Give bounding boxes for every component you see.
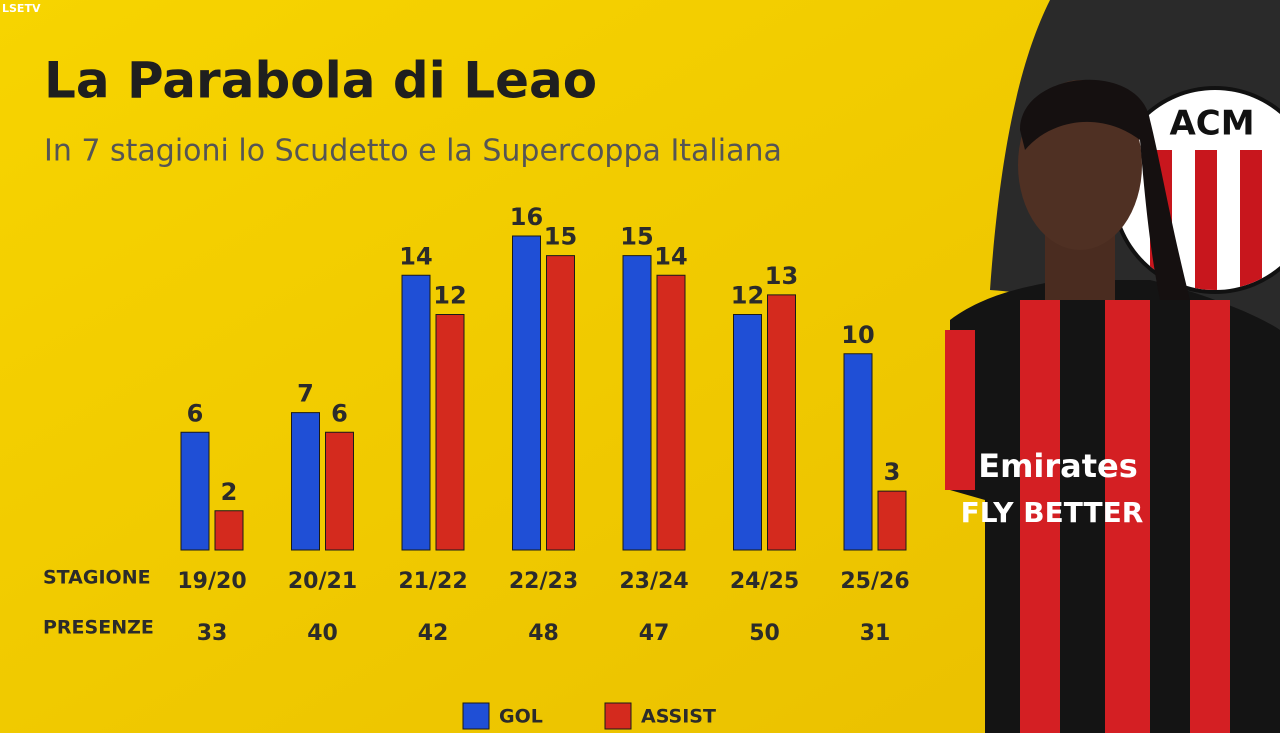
value-label: 2	[221, 478, 238, 506]
bar	[325, 431, 354, 551]
x-tick-label: 23/24	[619, 569, 688, 594]
bar	[622, 255, 652, 551]
value-label: 13	[765, 262, 798, 290]
value-label: 15	[620, 223, 653, 251]
bar	[733, 314, 762, 551]
x-tick-label: 25/26	[840, 569, 909, 594]
bar	[877, 490, 907, 551]
x-tick-label: 20/21	[288, 569, 357, 594]
x-tick-label: 24/25	[730, 569, 799, 594]
chart-subtitle: In 7 stagioni lo Scudetto e la Supercopp…	[44, 134, 782, 169]
value-label: 7	[297, 380, 314, 408]
slogan: FLY BETTER	[961, 496, 1144, 529]
bar	[214, 510, 244, 551]
appearances-value: 40	[307, 621, 338, 646]
x-tick-label: 22/23	[509, 569, 578, 594]
category-row-label: STAGIONE	[43, 567, 151, 589]
appearances-row-label: PRESENZE	[43, 617, 154, 639]
value-label: 15	[544, 223, 577, 251]
jersey-stripe	[1190, 300, 1230, 733]
bar	[546, 255, 575, 551]
badge-text: ACM	[1169, 104, 1254, 144]
bar	[180, 431, 210, 551]
value-label: 16	[510, 203, 543, 231]
sleeve	[945, 330, 975, 490]
appearances-value: 48	[528, 621, 559, 646]
value-label: 6	[187, 399, 204, 427]
value-label: 12	[731, 282, 764, 310]
bar	[401, 274, 431, 551]
appearances-value: 33	[197, 621, 228, 646]
watermark: LSETV	[2, 2, 41, 15]
legend-label: ASSIST	[641, 706, 716, 728]
player: Emirates FLY BETTER	[945, 79, 1280, 733]
appearances-value: 47	[639, 621, 670, 646]
bar	[291, 412, 320, 551]
jersey-stripe	[1020, 300, 1060, 733]
value-label: 10	[841, 321, 874, 349]
x-tick-label: 21/22	[398, 569, 467, 594]
value-label: 14	[654, 242, 687, 270]
value-label: 3	[884, 458, 901, 486]
value-label: 14	[399, 242, 432, 270]
bar	[512, 235, 541, 551]
appearances-value: 31	[860, 621, 891, 646]
appearances-value: 50	[749, 621, 780, 646]
legend-swatch	[462, 702, 490, 730]
x-tick-label: 19/20	[177, 569, 246, 594]
jersey-stripe	[1105, 300, 1150, 733]
badge-stripe	[1195, 150, 1217, 290]
bar	[843, 353, 873, 551]
bar	[435, 314, 465, 551]
legend-label: GOL	[499, 706, 543, 728]
value-label: 6	[331, 399, 348, 427]
bar	[656, 274, 686, 551]
bar	[767, 294, 796, 551]
chart-title: La Parabola di Leao	[44, 52, 597, 110]
badge-stripe	[1240, 150, 1262, 290]
hair	[1020, 79, 1190, 300]
appearances-value: 42	[418, 621, 449, 646]
value-label: 12	[433, 282, 466, 310]
sponsor: Emirates	[978, 447, 1138, 485]
legend-swatch	[604, 702, 632, 730]
